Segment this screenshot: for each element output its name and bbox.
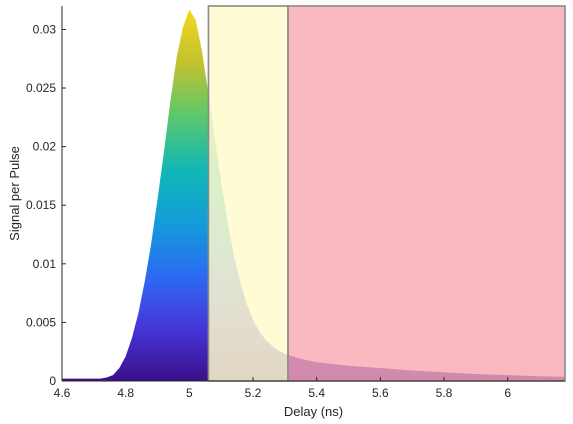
region-pink [287, 5, 566, 382]
y-tick-label: 0.025 [26, 81, 56, 95]
plot-area [62, 5, 566, 382]
signal-area [62, 9, 565, 382]
x-tick-label: 5.2 [245, 386, 262, 400]
region-yellow [207, 5, 289, 382]
x-tick-label: 5.6 [372, 386, 389, 400]
y-tick-label: 0.015 [26, 198, 56, 212]
x-axis-title: Delay (ns) [284, 404, 343, 419]
y-tick-label: 0.005 [26, 315, 56, 329]
x-tick-label: 4.8 [117, 386, 134, 400]
y-tick-label: 0 [49, 374, 56, 388]
x-tick-label: 5 [186, 386, 193, 400]
y-tick-label: 0.02 [33, 140, 57, 154]
y-axis-title: Signal per Pulse [7, 146, 22, 241]
y-tick-label: 0.03 [33, 22, 57, 36]
x-tick-label: 6 [504, 386, 511, 400]
x-tick-label: 4.6 [54, 386, 71, 400]
y-tick-label: 0.01 [33, 257, 57, 271]
x-tick-label: 5.8 [436, 386, 453, 400]
axes: 4.6 4.8 5 5.2 5.4 5.6 5.8 6 0 0.005 0.01 0.015 0.02 0… [26, 6, 565, 400]
x-tick-label: 5.4 [308, 386, 325, 400]
